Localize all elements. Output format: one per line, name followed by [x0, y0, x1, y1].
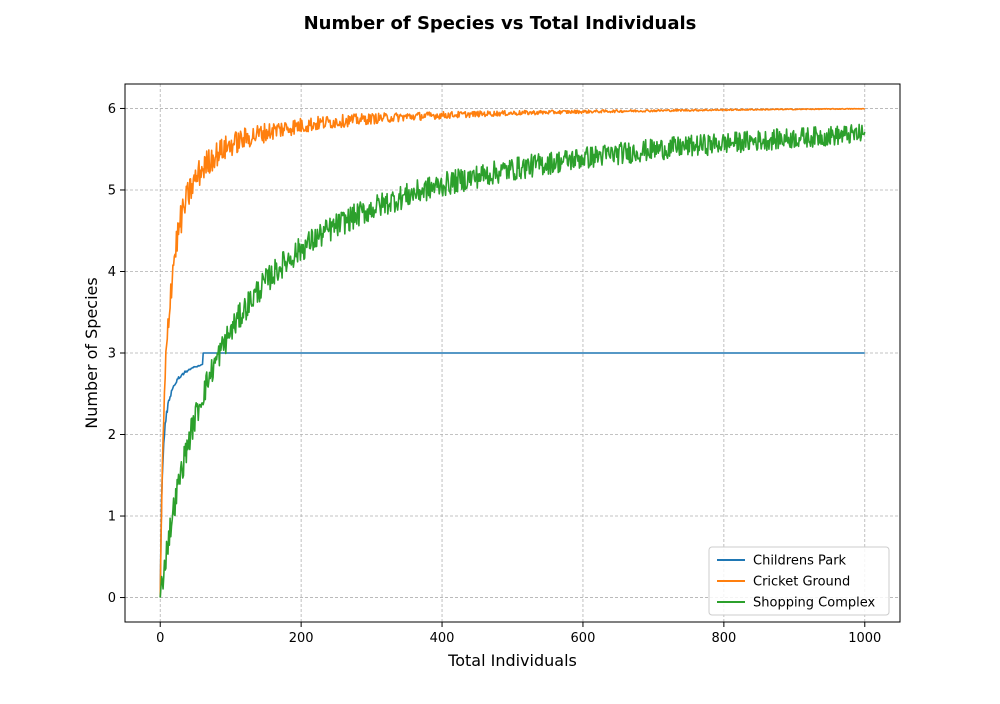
legend-label: Childrens Park: [753, 554, 847, 569]
y-tick-label: 4: [108, 265, 116, 280]
x-tick-label: 600: [571, 631, 596, 646]
x-tick-label: 800: [711, 631, 736, 646]
x-tick-label: 1000: [848, 631, 881, 646]
axis-ticks: 0 200 400 600 800 1000 0 1 2 3 4 5 6: [108, 102, 882, 646]
y-tick-label: 0: [108, 591, 116, 606]
legend-label: Shopping Complex: [753, 596, 876, 611]
series-lines: [159, 107, 866, 598]
x-tick-label: 0: [156, 631, 164, 646]
x-axis-label: Total Individuals: [447, 651, 577, 670]
legend-box: [708, 546, 890, 616]
series-line-childrens-park: [159, 352, 865, 598]
y-tick-label: 6: [108, 102, 116, 117]
x-tick-label: 200: [289, 631, 314, 646]
legend-label: Cricket Ground: [753, 575, 850, 590]
y-tick-label: 3: [108, 347, 116, 362]
y-tick-label: 2: [108, 428, 116, 443]
y-axis-label: Number of Species: [82, 277, 101, 428]
chart-title: Number of Species vs Total Individuals: [304, 13, 697, 34]
y-tick-label: 5: [108, 183, 116, 198]
y-tick-label: 1: [108, 510, 116, 525]
series-line-cricket-ground: [159, 107, 866, 598]
series-line-shopping-complex: [159, 123, 866, 598]
legend: Childrens Park Cricket Ground Shopping Com…: [708, 546, 890, 616]
x-tick-label: 400: [430, 631, 455, 646]
